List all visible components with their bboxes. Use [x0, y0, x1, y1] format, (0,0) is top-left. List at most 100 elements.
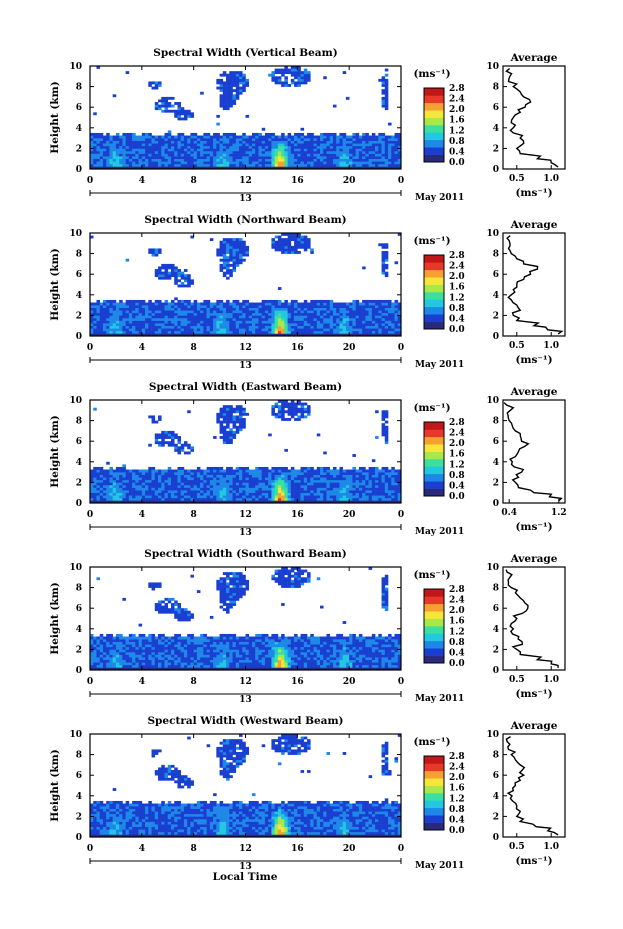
heatmap-cell: [388, 315, 392, 319]
heatmap-cell: [222, 492, 227, 496]
heatmap-cell: [154, 484, 159, 488]
heatmap-cell: [148, 495, 152, 499]
heatmap-cell: [154, 145, 159, 149]
heatmap-cell: [362, 325, 366, 329]
heatmap-cell: [264, 484, 269, 488]
heatmap-cell: [394, 153, 399, 157]
heatmap-cell: [164, 333, 169, 337]
heatmap-cell: [332, 150, 337, 154]
heatmap-cell: [316, 315, 321, 319]
colorbar-tick-label: 2.4: [449, 95, 465, 105]
heatmap-cell: [290, 78, 295, 82]
heatmap-cell: [271, 495, 275, 499]
heatmap-cell: [206, 469, 211, 473]
heatmap-cell: [132, 153, 136, 157]
heatmap-cell: [99, 320, 104, 324]
heatmap-cell: [339, 482, 343, 486]
heatmap-cell: [99, 140, 104, 144]
heatmap-cell: [277, 490, 282, 494]
heatmap-cell: [135, 312, 139, 316]
heatmap-cell: [397, 495, 402, 499]
heatmap-cell: [232, 330, 237, 334]
heatmap-cell: [300, 312, 305, 316]
heatmap-cell: [119, 302, 123, 306]
heatmap-cell: [303, 235, 308, 239]
heatmap-cell: [258, 328, 262, 332]
heatmap-cell: [219, 436, 224, 439]
heatmap-cell: [384, 438, 389, 442]
heatmap-cell: [206, 315, 211, 319]
heatmap-cell: [219, 263, 224, 267]
heatmap-cell: [177, 438, 182, 442]
heatmap-cell: [119, 474, 123, 478]
heatmap-cell: [290, 405, 295, 409]
heatmap-cell: [281, 233, 285, 236]
heatmap-cell: [180, 466, 185, 470]
heatmap-cell: [339, 315, 343, 319]
heatmap-cell: [161, 307, 165, 311]
heatmap-cell: [141, 312, 146, 316]
heatmap-cell: [161, 430, 165, 434]
heatmap-cell: [365, 150, 369, 154]
heatmap-cell: [170, 472, 175, 475]
heatmap-cell: [245, 315, 250, 319]
heatmap-cell: [307, 477, 311, 481]
heatmap-cell: [102, 469, 107, 473]
heatmap-cell: [119, 333, 123, 337]
heatmap-cell: [294, 495, 298, 499]
heatmap-cell: [261, 315, 266, 319]
colorbar-unit: (ms⁻¹): [413, 235, 450, 247]
heatmap-cell: [358, 328, 363, 332]
heatmap-cell: [388, 497, 392, 501]
heatmap-cell: [209, 495, 214, 499]
heatmap-cell: [190, 140, 194, 144]
heatmap-cell: [209, 150, 214, 154]
heatmap-cell: [229, 248, 233, 252]
heatmap-cell: [313, 487, 318, 491]
heatmap-cell: [300, 323, 305, 327]
heatmap-cell: [183, 474, 188, 478]
heatmap-cell: [290, 479, 295, 483]
heatmap-cell: [375, 333, 379, 337]
heatmap-cell: [248, 307, 253, 311]
heatmap-cell: [200, 487, 204, 491]
heatmap-cell: [365, 474, 369, 478]
heatmap-cell: [378, 315, 382, 319]
heatmap-cell: [148, 310, 152, 314]
profile-y-tick-label: 8: [493, 83, 499, 93]
heatmap-cell: [397, 482, 402, 486]
heatmap-cell: [96, 472, 101, 475]
heatmap-cell: [381, 148, 386, 152]
heatmap-cell: [255, 323, 259, 327]
heatmap-cell: [310, 161, 314, 165]
heatmap-cell: [226, 76, 230, 80]
heatmap-cell: [226, 325, 230, 329]
heatmap-cell: [154, 438, 159, 442]
heatmap-cell: [106, 163, 110, 167]
heatmap-cell: [222, 271, 227, 275]
heatmap-cell: [320, 158, 324, 162]
heatmap-cell: [281, 479, 285, 483]
heatmap-cell: [170, 438, 175, 442]
heatmap-cell: [99, 497, 104, 501]
heatmap-cell: [352, 500, 356, 504]
heatmap-cell: [388, 158, 392, 162]
heatmap-cell: [119, 495, 123, 499]
heatmap-cell: [132, 315, 136, 319]
panel-1: Spectral Width (Vertical Beam)0246810Hei…: [49, 47, 566, 204]
heatmap-cell: [274, 492, 279, 496]
heatmap-cell: [161, 330, 165, 334]
heatmap-cell: [362, 469, 366, 473]
heatmap-cell: [326, 497, 331, 501]
heatmap-cell: [151, 145, 156, 149]
colorbar-bin: [424, 262, 444, 271]
heatmap-cell: [161, 266, 165, 270]
heatmap-cell: [145, 472, 149, 475]
heatmap-cell: [93, 641, 97, 645]
heatmap-cell: [307, 148, 311, 152]
heatmap-cell: [232, 256, 237, 260]
heatmap-cell: [320, 328, 324, 332]
heatmap-cell: [226, 469, 230, 473]
heatmap-cell: [355, 302, 360, 306]
heatmap-cell: [320, 166, 324, 170]
